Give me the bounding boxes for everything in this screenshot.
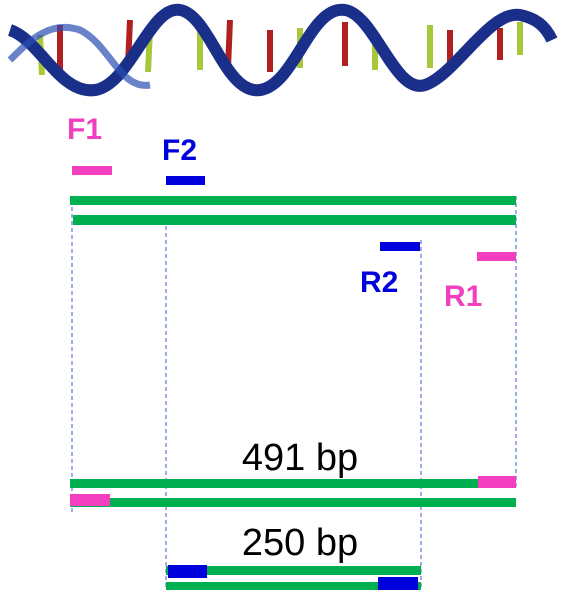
- product-491: [70, 476, 516, 507]
- primer-label: F2: [162, 134, 197, 167]
- product-250: [166, 565, 421, 590]
- primer: [72, 166, 112, 175]
- template-dna: [70, 196, 516, 225]
- product-label: 491 bp: [242, 437, 358, 479]
- primer: [166, 176, 205, 185]
- dna-helix: [7, 3, 558, 97]
- primer: [477, 252, 516, 261]
- primer-label: F1: [67, 113, 102, 146]
- guide-lines: [71, 196, 517, 590]
- primer-label: R2: [360, 266, 398, 299]
- primer: [380, 242, 420, 251]
- product-label: 250 bp: [242, 522, 358, 564]
- primer-label: R1: [444, 280, 482, 313]
